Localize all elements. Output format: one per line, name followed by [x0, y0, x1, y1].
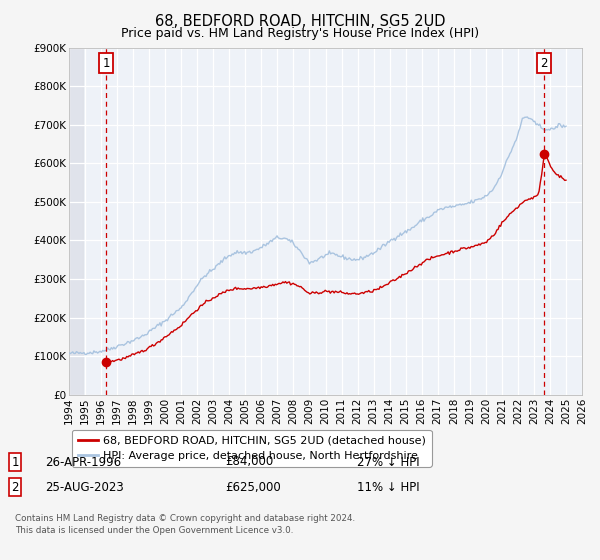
Text: 25-AUG-2023: 25-AUG-2023: [45, 480, 124, 494]
Text: 1: 1: [103, 57, 110, 69]
Text: 2: 2: [541, 57, 548, 69]
Text: Price paid vs. HM Land Registry's House Price Index (HPI): Price paid vs. HM Land Registry's House …: [121, 27, 479, 40]
Text: £625,000: £625,000: [225, 480, 281, 494]
Bar: [69, 48, 83, 395]
Text: 68, BEDFORD ROAD, HITCHIN, SG5 2UD: 68, BEDFORD ROAD, HITCHIN, SG5 2UD: [155, 14, 445, 29]
Text: Contains HM Land Registry data © Crown copyright and database right 2024.
This d: Contains HM Land Registry data © Crown c…: [15, 514, 355, 535]
Text: £84,000: £84,000: [225, 455, 273, 469]
Text: 1: 1: [11, 455, 19, 469]
Text: 11% ↓ HPI: 11% ↓ HPI: [357, 480, 419, 494]
Text: 27% ↓ HPI: 27% ↓ HPI: [357, 455, 419, 469]
Legend: 68, BEDFORD ROAD, HITCHIN, SG5 2UD (detached house), HPI: Average price, detache: 68, BEDFORD ROAD, HITCHIN, SG5 2UD (deta…: [72, 430, 431, 466]
Text: 26-APR-1996: 26-APR-1996: [45, 455, 121, 469]
Text: 2: 2: [11, 480, 19, 494]
